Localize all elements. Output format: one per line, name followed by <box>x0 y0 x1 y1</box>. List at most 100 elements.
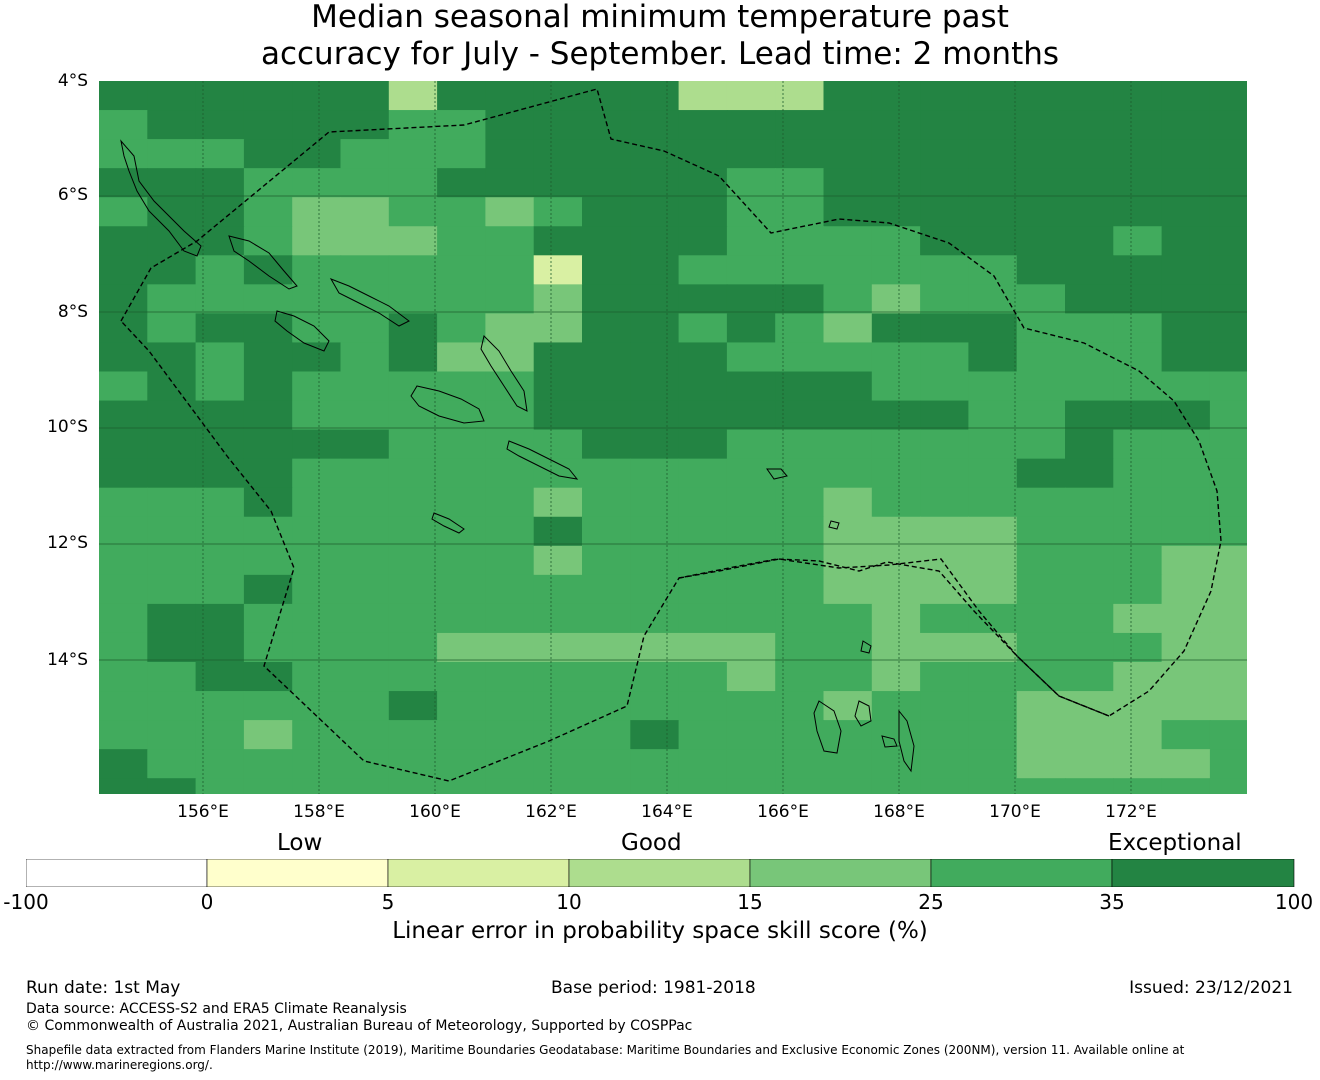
grid-cell <box>630 81 680 111</box>
grid-cell <box>630 691 680 721</box>
grid-cell <box>678 429 728 460</box>
grid-cell <box>243 400 293 431</box>
grid-cell <box>582 574 631 605</box>
grid-cell <box>630 197 680 227</box>
grid-cell <box>1161 516 1211 547</box>
grid-cell <box>533 400 583 431</box>
grid-cell <box>99 110 148 140</box>
grid-cell <box>1065 574 1114 605</box>
grid-cell <box>243 371 293 402</box>
grid-cell <box>99 691 148 721</box>
grid-cell <box>485 720 535 750</box>
grid-cell <box>775 662 825 692</box>
grid-cell <box>195 371 245 402</box>
grid-cell <box>775 342 825 373</box>
grid-cell <box>437 255 486 285</box>
grid-cell <box>871 81 921 111</box>
grid-cell <box>1161 778 1211 794</box>
grid-cell <box>147 81 197 111</box>
grid-cell <box>582 458 631 489</box>
lon-label-160e: 160°E <box>409 802 461 822</box>
grid-cell <box>147 255 197 285</box>
colorbar-segment-7 <box>1111 859 1295 887</box>
grid-cell <box>630 429 680 460</box>
grid-cell <box>99 313 148 344</box>
grid-cell <box>1113 429 1163 460</box>
island-new-georgia <box>274 310 330 352</box>
grid-cell <box>1065 487 1114 518</box>
grid-cell <box>147 110 197 140</box>
grid-cell <box>195 662 245 692</box>
grid-cell <box>1016 226 1066 256</box>
grid-cell <box>485 342 535 373</box>
grid-cell <box>292 603 342 634</box>
grid-cell <box>533 691 583 721</box>
grid-cell <box>823 632 873 663</box>
grid-cell <box>1161 110 1211 140</box>
grid-cell <box>775 603 825 634</box>
grid-cell <box>533 603 583 634</box>
grid-cell <box>243 197 293 227</box>
grid-cell <box>582 139 631 169</box>
grid-cell <box>968 342 1018 373</box>
grid-cell <box>968 139 1018 169</box>
grid-cell <box>243 429 293 460</box>
grid-cell <box>437 720 486 750</box>
colorbar-tick-25: 25 <box>918 890 944 914</box>
grid-cell <box>582 545 631 576</box>
grid-cell <box>195 632 245 663</box>
grid-cell <box>340 603 390 634</box>
grid-cell <box>292 778 342 794</box>
grid-cell <box>533 255 583 285</box>
grid-cell <box>1065 749 1114 779</box>
grid-cell <box>968 458 1018 489</box>
grid-cell <box>243 720 293 750</box>
grid-cell <box>678 110 728 140</box>
grid-cell <box>1209 516 1247 547</box>
grid-cell <box>1016 342 1066 373</box>
shapefile-credit-line-1: Shapefile data extracted from Flanders M… <box>26 1043 1185 1057</box>
grid-cell <box>920 400 969 431</box>
grid-cell <box>485 545 535 576</box>
grid-cell <box>1209 487 1247 518</box>
grid-cell <box>533 662 583 692</box>
grid-cell <box>1113 487 1163 518</box>
grid-cell <box>968 545 1018 576</box>
grid-cell <box>1065 139 1114 169</box>
grid-cell <box>292 110 342 140</box>
grid-cell <box>678 662 728 692</box>
grid-cell <box>388 691 438 721</box>
grid-cell <box>1065 632 1114 663</box>
grid-cell <box>871 429 921 460</box>
grid-cell <box>195 313 245 344</box>
grid-cell <box>968 226 1018 256</box>
grid-cell <box>775 720 825 750</box>
grid-cell <box>1113 313 1163 344</box>
grid-cell <box>292 720 342 750</box>
grid-cell <box>292 516 342 547</box>
grid-cell <box>1161 81 1211 111</box>
grid-cell <box>726 662 776 692</box>
grid-cell <box>1161 197 1211 227</box>
grid-cell <box>1209 168 1247 198</box>
grid-cell <box>533 197 583 227</box>
grid-cell <box>726 371 776 402</box>
grid-cell <box>533 545 583 576</box>
grid-cell <box>1113 749 1163 779</box>
grid-cell <box>195 226 245 256</box>
grid-cell <box>147 545 197 576</box>
grid-cell <box>292 632 342 663</box>
grid-cell <box>292 226 342 256</box>
grid-cell <box>920 632 969 663</box>
grid-cell <box>388 545 438 576</box>
lon-label-158e: 158°E <box>293 802 345 822</box>
grid-cell <box>726 749 776 779</box>
colorbar-segment-4 <box>568 859 751 887</box>
grid-cell <box>1161 255 1211 285</box>
grid-cell <box>678 197 728 227</box>
colorbar-tick-15: 15 <box>737 890 763 914</box>
island-guadalcanal <box>410 385 485 424</box>
grid-cell <box>437 691 486 721</box>
grid-cell <box>147 284 197 314</box>
graticule <box>99 81 1247 794</box>
